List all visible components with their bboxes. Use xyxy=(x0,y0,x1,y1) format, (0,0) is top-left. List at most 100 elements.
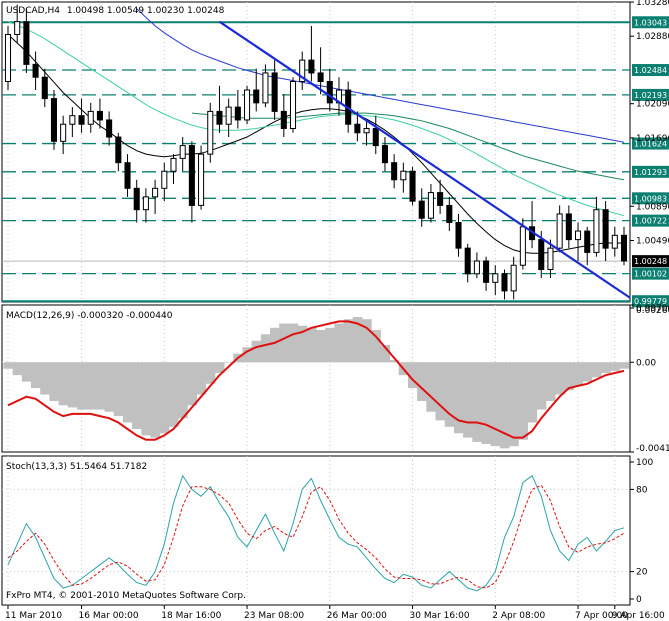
macd-histogram-bar xyxy=(499,362,510,449)
level-tag-label: 1.03043 xyxy=(634,18,667,27)
macd-histogram-bar xyxy=(601,362,611,374)
candle-body xyxy=(106,119,113,138)
macd-histogram-bar xyxy=(270,327,280,363)
level-tag xyxy=(632,88,669,101)
macd-histogram-bar xyxy=(536,362,547,410)
stochastic-pane: 100 80 20 0 xyxy=(2,458,653,605)
stoch-tick-label: 0 xyxy=(636,595,642,605)
candle-body xyxy=(170,157,177,172)
macd-histogram-bar xyxy=(306,327,317,363)
macd-histogram-bar xyxy=(361,319,372,363)
current-price-tag xyxy=(632,255,669,268)
candle-body xyxy=(317,72,324,82)
macd-histogram-bar xyxy=(417,362,427,401)
level-tag-label: 1.01293 xyxy=(634,168,667,177)
ohlc-label: 1.00498 1.00549 1.00230 1.00248 xyxy=(67,6,225,16)
candle-body xyxy=(602,209,609,249)
candle-body xyxy=(271,72,278,112)
candle-body xyxy=(87,110,94,125)
macd-histogram-bar xyxy=(297,325,308,363)
candle-body xyxy=(69,115,76,125)
macd-histogram-bar xyxy=(545,362,556,401)
time-tick-label: 2 Apr 08:00 xyxy=(492,611,545,621)
candle-body xyxy=(78,115,85,125)
stoch-tick-label: 100 xyxy=(636,458,653,468)
macd-histogram-bar xyxy=(444,362,455,427)
candle-body xyxy=(326,80,333,104)
time-tick-label: 7 Apr 00:00 xyxy=(575,611,628,621)
macd-histogram-bar xyxy=(214,362,225,374)
moving-average-line xyxy=(136,8,625,143)
stoch-title: Stoch(13,3,3) 51.5464 51.7182 xyxy=(6,462,147,472)
candle-body xyxy=(115,136,122,164)
macd-histogram-bar xyxy=(490,362,501,447)
candle-body xyxy=(289,80,297,129)
pane-frame-1 xyxy=(1,1,631,303)
price-tick-label: 1.00890 xyxy=(636,202,669,212)
macd-histogram-bar xyxy=(389,360,400,363)
candle-body xyxy=(262,72,269,104)
time-tick-label: 23 Mar 08:00 xyxy=(244,611,304,621)
level-tag-label: 1.01624 xyxy=(634,140,667,149)
candle-body xyxy=(538,239,545,271)
candle-body xyxy=(501,273,508,292)
candle-body xyxy=(483,260,490,283)
macd-histogram-bar xyxy=(435,362,446,421)
macd-histogram-bar xyxy=(76,362,87,410)
macd-histogram-bar xyxy=(582,362,593,382)
macd-histogram-bar xyxy=(472,362,482,442)
macd-histogram-bar xyxy=(12,362,23,376)
candle-body xyxy=(225,106,232,125)
macd-histogram-bar xyxy=(141,362,152,436)
macd-histogram-bar xyxy=(122,362,133,423)
macd-histogram-bar xyxy=(352,317,363,363)
macd-histogram-bar xyxy=(104,362,115,412)
candle-body xyxy=(23,21,30,65)
candle-body xyxy=(244,89,251,121)
macd-histogram-bar xyxy=(288,323,299,363)
time-tick-label: 9 Apr 16:00 xyxy=(612,611,665,621)
macd-histogram-bar xyxy=(30,362,41,389)
moving-average-line xyxy=(7,21,625,217)
stoch-tick-label: 80 xyxy=(636,485,648,495)
trendline xyxy=(218,20,631,299)
time-tick-label: 30 Mar 16:00 xyxy=(410,611,470,621)
macd-tick-label: 0.00266 xyxy=(636,306,669,316)
macd-histogram-bar xyxy=(610,362,620,371)
pane-frames xyxy=(1,1,631,606)
level-tag-label: 1.02484 xyxy=(634,66,667,75)
price-tick-label: 1.01690 xyxy=(636,134,669,144)
macd-histogram-bar xyxy=(555,362,565,395)
candle-body xyxy=(216,110,223,125)
level-tag xyxy=(632,165,669,178)
candle-body xyxy=(14,21,21,35)
price-tick-label: 1.02880 xyxy=(636,32,669,42)
moving-average-line xyxy=(191,112,625,181)
candle-body xyxy=(455,222,462,249)
macd-histogram-bar xyxy=(205,362,216,384)
macd-histogram-bar xyxy=(316,329,326,363)
candle-body xyxy=(161,170,168,189)
macd-histogram-bar xyxy=(67,362,78,408)
candle-body xyxy=(381,145,388,164)
macd-tick-label: 0.00 xyxy=(636,358,656,368)
level-tag xyxy=(632,267,669,280)
time-tick-label: 26 Mar 00:00 xyxy=(327,611,387,621)
macd-histogram-bar xyxy=(380,345,391,363)
candle-body xyxy=(473,260,480,275)
macd-histogram-bar xyxy=(481,362,492,445)
level-tag xyxy=(632,214,669,227)
macd-histogram-bar xyxy=(21,362,32,382)
level-tag-label: 0.99779 xyxy=(634,297,667,306)
candle-body xyxy=(234,106,241,121)
time-tick-label: 16 Mar 00:00 xyxy=(79,611,139,621)
candle-body xyxy=(584,230,591,253)
candle-body xyxy=(280,110,287,129)
level-tag xyxy=(632,192,669,205)
macd-histogram-bar xyxy=(187,362,197,406)
candle-body xyxy=(198,153,205,206)
candle-body xyxy=(391,162,398,181)
